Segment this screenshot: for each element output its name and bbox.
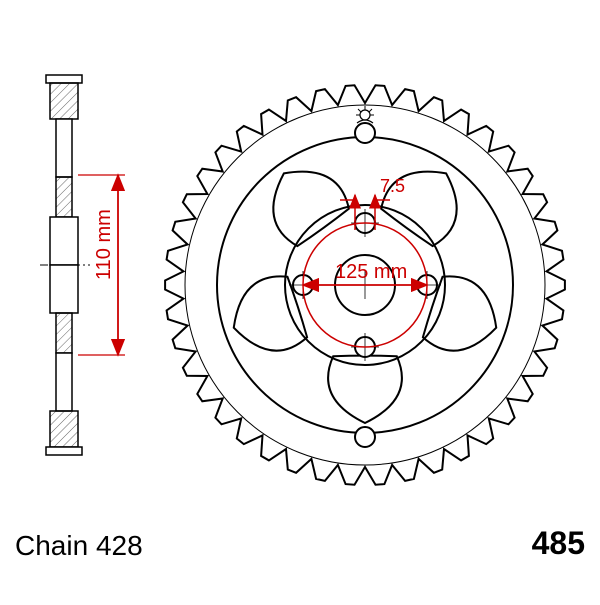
- technical-drawing: 110 mm 125 mm 7.5: [0, 0, 600, 600]
- dim-horizontal-text: 125 mm: [335, 261, 407, 283]
- diagram-container: 110 mm 125 mm 7.5 Chain 428 485: [0, 0, 600, 600]
- dim-vertical: 110 mm: [78, 175, 125, 355]
- chain-label: Chain 428: [15, 530, 143, 562]
- part-number: 485: [532, 525, 585, 562]
- dim-vertical-text: 110 mm: [93, 209, 115, 280]
- dim-hole-text: 7.5: [380, 176, 405, 196]
- side-view: [40, 75, 90, 455]
